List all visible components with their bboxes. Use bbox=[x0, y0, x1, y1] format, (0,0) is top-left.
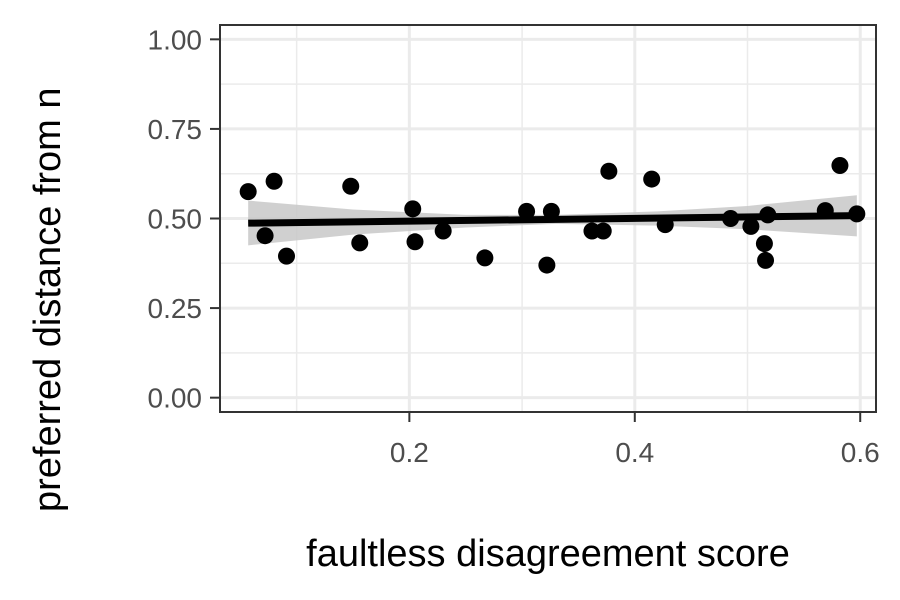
y-axis-title: preferred distance from n bbox=[27, 87, 69, 512]
x-tick-label: 0.6 bbox=[841, 437, 880, 468]
data-point-3 bbox=[278, 247, 296, 265]
data-point-12 bbox=[542, 202, 560, 220]
x-tick-label: 0.4 bbox=[615, 437, 654, 468]
data-point-9 bbox=[476, 249, 494, 267]
data-points bbox=[239, 156, 866, 274]
data-point-6 bbox=[404, 200, 422, 218]
y-tick-label: 1.00 bbox=[148, 24, 203, 55]
data-point-15 bbox=[600, 162, 618, 180]
data-point-20 bbox=[755, 235, 773, 253]
x-axis: 0.2 0.4 0.6 bbox=[390, 412, 880, 468]
data-point-8 bbox=[434, 222, 452, 240]
data-point-19 bbox=[742, 217, 760, 235]
data-point-10 bbox=[518, 202, 536, 220]
data-point-5 bbox=[351, 234, 369, 252]
y-tick-label: 0.75 bbox=[148, 114, 203, 145]
data-point-4 bbox=[342, 177, 360, 195]
y-axis: 0.00 0.25 0.50 0.75 1.00 bbox=[148, 24, 220, 414]
data-point-17 bbox=[656, 216, 674, 234]
data-point-16 bbox=[643, 170, 661, 188]
data-point-23 bbox=[816, 202, 834, 220]
data-point-25 bbox=[848, 205, 866, 223]
data-point-2 bbox=[265, 172, 283, 190]
data-point-0 bbox=[239, 183, 257, 201]
y-tick-label: 0.00 bbox=[148, 383, 203, 414]
data-point-18 bbox=[722, 210, 740, 227]
data-point-1 bbox=[256, 227, 274, 245]
data-point-22 bbox=[759, 206, 777, 224]
data-point-24 bbox=[831, 156, 849, 174]
data-point-11 bbox=[538, 256, 556, 274]
y-tick-label: 0.25 bbox=[148, 293, 203, 324]
x-tick-label: 0.2 bbox=[390, 437, 429, 468]
x-axis-title: faultless disagreement score bbox=[306, 533, 790, 575]
data-point-7 bbox=[406, 233, 424, 251]
data-point-21 bbox=[757, 251, 775, 269]
data-point-14 bbox=[594, 222, 612, 240]
y-tick-label: 0.50 bbox=[148, 204, 203, 235]
